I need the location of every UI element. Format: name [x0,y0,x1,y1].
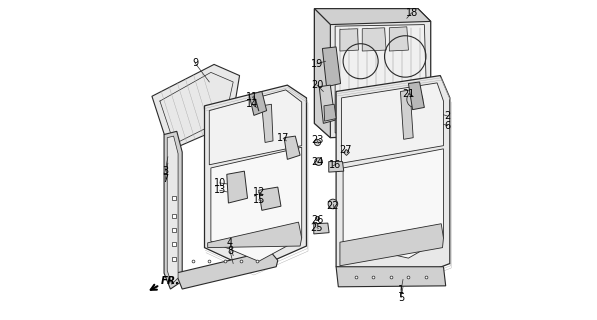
Polygon shape [389,27,408,51]
Polygon shape [314,223,329,234]
Text: FR.: FR. [161,276,180,286]
Text: 18: 18 [405,8,418,18]
Text: 26: 26 [311,215,323,225]
Text: 27: 27 [340,145,352,155]
Text: 22: 22 [327,201,339,211]
Text: 7: 7 [162,174,168,184]
Polygon shape [401,90,413,139]
Text: 23: 23 [311,135,323,145]
Text: 20: 20 [311,80,323,90]
Text: 9: 9 [192,58,198,68]
Text: 21: 21 [402,89,414,99]
Polygon shape [315,9,430,138]
Text: 5: 5 [398,292,404,303]
Polygon shape [329,162,344,172]
Polygon shape [315,9,430,25]
Polygon shape [315,9,330,138]
Polygon shape [176,251,278,289]
Polygon shape [322,47,340,87]
Polygon shape [284,136,300,159]
Text: 8: 8 [227,246,233,256]
Text: 4: 4 [227,238,233,248]
Polygon shape [262,104,273,142]
Polygon shape [340,29,358,51]
Polygon shape [336,76,450,276]
Text: 24: 24 [311,156,323,167]
Polygon shape [167,136,178,284]
Circle shape [328,199,338,209]
Text: 13: 13 [214,185,226,195]
Polygon shape [408,82,424,110]
Polygon shape [336,267,446,287]
Polygon shape [205,85,306,270]
Polygon shape [340,224,444,266]
Text: 19: 19 [311,59,323,69]
Polygon shape [249,92,267,116]
Text: 16: 16 [329,160,341,170]
Text: 25: 25 [310,222,323,233]
Text: 11: 11 [246,92,259,102]
Circle shape [315,158,322,165]
Polygon shape [211,147,301,261]
Text: 3: 3 [162,166,168,176]
Polygon shape [259,187,281,210]
Polygon shape [341,83,444,163]
Polygon shape [152,64,239,150]
Text: 12: 12 [253,188,265,197]
Polygon shape [343,149,444,258]
Text: 6: 6 [445,121,451,131]
Polygon shape [210,90,301,165]
Polygon shape [335,25,427,133]
Text: 15: 15 [253,195,265,205]
Text: 10: 10 [214,178,226,188]
Polygon shape [164,131,182,289]
Polygon shape [208,222,301,248]
Text: 14: 14 [246,99,259,109]
Polygon shape [227,171,248,203]
Polygon shape [319,85,335,123]
Circle shape [407,92,423,108]
Polygon shape [324,104,336,121]
Text: 17: 17 [277,133,290,143]
Polygon shape [362,28,386,51]
Text: 2: 2 [445,111,451,121]
Text: 1: 1 [398,285,404,295]
